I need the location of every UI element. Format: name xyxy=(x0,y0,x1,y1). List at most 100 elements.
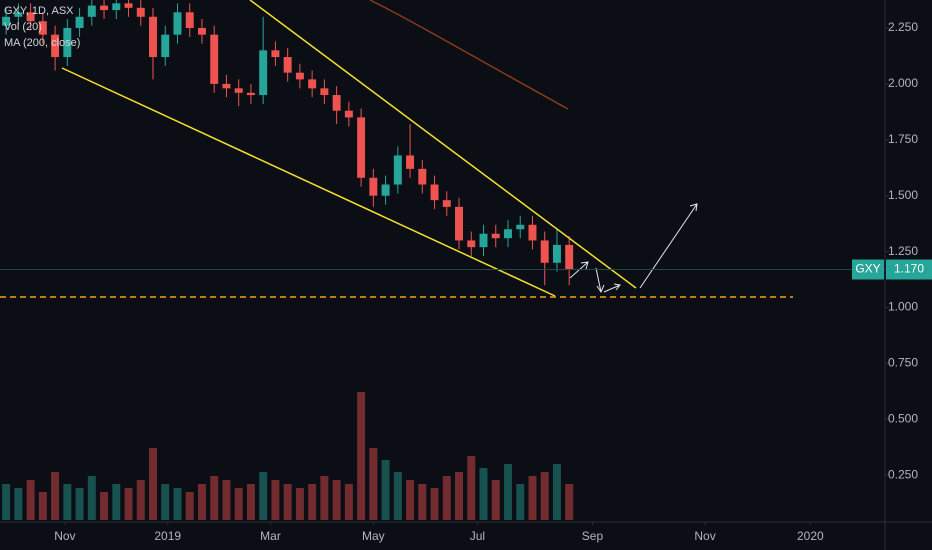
symbol-title: GXY, 1D, ASX xyxy=(4,5,74,17)
volume-bar xyxy=(504,464,512,520)
volume-bar xyxy=(357,392,366,520)
volume-bar xyxy=(344,484,353,520)
volume-bar xyxy=(528,476,537,520)
wedge-upper xyxy=(249,0,637,289)
x-tick-label: Nov xyxy=(54,529,75,543)
candle-body xyxy=(149,16,157,58)
candle-body xyxy=(283,57,292,73)
plot xyxy=(2,0,574,520)
candle-body xyxy=(271,50,280,58)
candle-body xyxy=(222,83,231,89)
price-tag-label: 1.170 xyxy=(894,262,924,276)
candle-body xyxy=(455,206,464,241)
volume-bar xyxy=(442,476,451,520)
volume-bar xyxy=(455,472,464,520)
x-tick-label: Mar xyxy=(260,529,281,543)
arrow xyxy=(603,283,621,293)
candle-body xyxy=(112,3,121,11)
volume-bar xyxy=(149,448,157,520)
candle-body xyxy=(320,88,329,96)
candle-body xyxy=(38,21,47,35)
legend: GXY, 1D, ASX Vol (20) MA (200, close) xyxy=(4,5,80,49)
volume-bar xyxy=(136,480,145,520)
candle-body xyxy=(479,233,488,248)
volume-bar xyxy=(2,484,11,520)
volume-bar xyxy=(393,472,402,520)
x-tick-label: 2020 xyxy=(797,529,824,543)
candle-body xyxy=(14,12,23,17)
volume-bar xyxy=(75,488,84,520)
y-tick-label: 2.000 xyxy=(888,76,918,90)
volume-bar xyxy=(63,484,72,520)
volume-bar xyxy=(124,488,133,520)
candle-body xyxy=(552,244,561,263)
candle-body xyxy=(246,92,255,96)
candle-body xyxy=(124,3,133,8)
candle-body xyxy=(491,233,500,239)
symbol-tag-label: GXY xyxy=(855,262,880,276)
candle-body xyxy=(63,27,72,58)
volume-bar xyxy=(491,480,500,520)
volume-bar xyxy=(112,484,121,520)
volume-bar xyxy=(51,472,60,520)
candle-body xyxy=(210,34,219,84)
indicator-label: Vol (20) xyxy=(4,21,42,33)
candle-body xyxy=(369,177,378,196)
candle-body xyxy=(259,50,268,96)
volume-bar xyxy=(406,480,415,520)
candle-body xyxy=(197,27,206,35)
x-tick-label: Sep xyxy=(582,529,604,543)
volume-bar xyxy=(185,492,194,520)
volume-bar xyxy=(271,480,280,520)
candle-body xyxy=(344,110,353,118)
candle-body xyxy=(528,224,537,241)
y-tick-label: 0.250 xyxy=(888,467,918,481)
x-tick-label: Nov xyxy=(694,529,715,543)
y-tick-label: 1.500 xyxy=(888,188,918,202)
volume-bar xyxy=(418,484,427,520)
arrow xyxy=(639,203,698,289)
y-tick-label: 1.000 xyxy=(888,300,918,314)
volume-bar xyxy=(283,484,292,520)
x-tick-label: Jul xyxy=(470,529,485,543)
y-tick-label: 1.750 xyxy=(888,132,918,146)
volume-bar xyxy=(565,484,574,520)
y-tick-label: 0.750 xyxy=(888,356,918,370)
volume-bar xyxy=(38,492,47,520)
candle-body xyxy=(442,200,451,207)
volume-bar xyxy=(259,472,268,520)
x-tick-label: 2019 xyxy=(154,529,181,543)
volume-bar xyxy=(479,468,488,520)
x-tick-label: May xyxy=(362,529,385,543)
volume-bar xyxy=(234,488,243,520)
candle-body xyxy=(234,88,243,93)
volume-bar xyxy=(320,476,329,520)
candle-body xyxy=(295,72,304,80)
volume-bar xyxy=(161,484,170,520)
candle-body xyxy=(406,155,415,169)
candle-body xyxy=(26,12,35,22)
volume-bar xyxy=(369,448,378,520)
y-tick-label: 1.250 xyxy=(888,244,918,258)
candle-body xyxy=(87,5,96,17)
volume-bar xyxy=(100,492,109,520)
volume-bar xyxy=(540,472,549,520)
candle-body xyxy=(467,240,476,248)
candle-body xyxy=(332,95,341,111)
arrow xyxy=(595,267,605,294)
volume-bar xyxy=(295,488,304,520)
volume-bar xyxy=(246,484,255,520)
volume-bar xyxy=(552,464,561,520)
volume-bar xyxy=(308,484,317,520)
candle-body xyxy=(51,34,60,58)
volume-bar xyxy=(381,460,390,520)
indicator-label: MA (200, close) xyxy=(4,37,80,49)
moving-average xyxy=(369,0,569,110)
candle-body xyxy=(504,229,512,239)
candle-body xyxy=(75,16,84,28)
volume-bar xyxy=(197,484,206,520)
y-tick-label: 0.500 xyxy=(888,412,918,426)
candle-body xyxy=(136,7,145,17)
